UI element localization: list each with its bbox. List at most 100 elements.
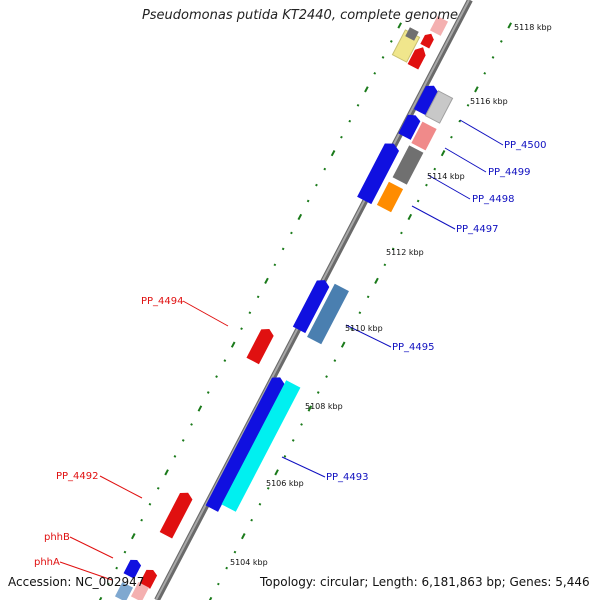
scale-label: 5106 kbp: [266, 479, 304, 488]
minor-tick: [340, 135, 343, 139]
scale-label: 5114 kbp: [427, 172, 465, 181]
major-tick: [340, 341, 346, 348]
major-tick: [131, 533, 136, 540]
gene-pp4500: [424, 90, 454, 124]
minor-tick: [223, 359, 227, 362]
gene-pp4498-blue: [357, 143, 400, 205]
gene-arrows: [114, 16, 454, 600]
genome-title: Pseudomonas putida KT2440, complete geno…: [141, 8, 459, 23]
gene-label-pp4492: PP_4492: [56, 471, 99, 482]
gene-pp4499-blue: [398, 114, 421, 140]
minor-tick: [266, 486, 270, 490]
minor-tick: [306, 199, 310, 203]
scale-label: 5108 kbp: [305, 402, 343, 411]
minor-tick: [140, 518, 143, 522]
gene-red-top-b: [420, 33, 434, 49]
minor-tick: [181, 439, 185, 442]
scale-label: 5116 kbp: [470, 97, 508, 106]
gene-blue-mid: [292, 280, 330, 334]
gene-pp4499: [411, 121, 437, 151]
major-tick: [307, 405, 313, 412]
minor-tick: [123, 550, 127, 554]
minor-tick: [290, 231, 293, 235]
minor-tick: [225, 566, 228, 570]
minor-tick: [215, 375, 218, 378]
leader-lines: [59, 119, 504, 581]
gene-label-pp4499: PP_4499: [488, 167, 531, 178]
minor-tick: [356, 103, 360, 107]
gene-labels: PP_4500 PP_4499 PP_4498 PP_4497 PP_4494 …: [34, 140, 547, 568]
minor-tick: [400, 231, 403, 235]
scale-label: 5118 kbp: [514, 23, 552, 32]
minor-tick: [273, 263, 277, 267]
minor-tick: [256, 295, 260, 299]
minor-tick: [156, 486, 160, 490]
scale-label: 5110 kbp: [345, 324, 383, 333]
minor-tick: [291, 439, 295, 442]
minor-tick: [483, 72, 487, 75]
gene-pp4497: [376, 181, 404, 213]
minor-tick: [217, 582, 220, 586]
gene-label-phhB: phhB: [44, 532, 70, 543]
minor-tick: [500, 40, 503, 43]
gene-phhA: [139, 569, 158, 589]
gene-label-pp4500: PP_4500: [504, 140, 547, 151]
minor-tick: [491, 56, 495, 59]
major-tick: [230, 341, 236, 348]
major-tick: [297, 213, 303, 221]
minor-tick: [391, 247, 395, 251]
minor-tick: [381, 56, 385, 59]
major-tick: [164, 469, 169, 476]
tick-marks: [98, 22, 512, 600]
major-tick: [208, 596, 213, 600]
minor-tick: [433, 167, 437, 171]
minor-tick: [258, 502, 262, 506]
major-tick: [364, 86, 369, 93]
minor-tick: [466, 103, 470, 107]
leader-phhB: [69, 536, 114, 559]
gene-pp4493: [221, 380, 301, 512]
minor-tick: [240, 327, 243, 331]
minor-tick: [323, 167, 327, 171]
leader-pp4495: [345, 324, 392, 348]
gene-label-pp4495: PP_4495: [392, 342, 435, 353]
gene-label-pp4494: PP_4494: [141, 296, 184, 307]
gene-label-pp4497: PP_4497: [456, 224, 499, 235]
leader-pp4498: [427, 174, 471, 200]
gene-gray-top: [405, 27, 419, 41]
gene-pink-bottom: [130, 582, 150, 600]
gene-pp4492: [159, 492, 193, 539]
gene-red-top-a: [407, 47, 426, 70]
leader-pp4500: [459, 119, 504, 146]
minor-tick: [325, 375, 328, 378]
minor-tick: [233, 550, 237, 554]
minor-tick: [190, 423, 193, 426]
leader-pp4497: [411, 205, 456, 230]
major-tick: [330, 150, 336, 157]
gene-pp4500-blue: [413, 85, 439, 116]
minor-tick: [425, 183, 428, 187]
major-tick: [440, 150, 446, 157]
gene-pink-top: [429, 16, 449, 36]
minor-tick: [316, 391, 320, 394]
minor-tick: [333, 359, 337, 362]
scale-labels: 5118 kbp 5116 kbp 5114 kbp 5112 kbp 5110…: [230, 23, 552, 567]
minor-tick: [300, 423, 303, 426]
minor-tick: [358, 311, 362, 315]
major-tick: [274, 469, 279, 476]
minor-tick: [450, 135, 453, 139]
topology-label: Topology: circular; Length: 6,181,863 bp…: [260, 575, 590, 589]
major-tick: [507, 22, 512, 29]
minor-tick: [173, 455, 177, 458]
major-tick: [397, 22, 402, 29]
minor-tick: [383, 263, 387, 267]
minor-tick: [315, 183, 318, 187]
minor-tick: [115, 566, 118, 570]
major-tick: [241, 533, 246, 540]
gene-label-pp4493: PP_4493: [326, 472, 369, 483]
minor-tick: [416, 199, 420, 203]
major-tick: [474, 86, 479, 93]
major-tick: [197, 405, 203, 412]
major-tick: [374, 277, 379, 284]
